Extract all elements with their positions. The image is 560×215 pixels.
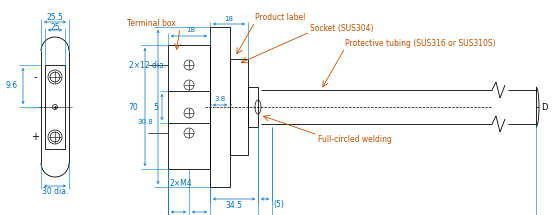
Text: 30.8: 30.8 [137, 119, 153, 125]
Text: 30 dia.: 30 dia. [42, 187, 68, 197]
Text: Protective tubing (SUS316 or SUS310S): Protective tubing (SUS316 or SUS310S) [345, 40, 496, 49]
Text: (5): (5) [273, 200, 284, 209]
Text: 2×M4: 2×M4 [170, 178, 193, 187]
Bar [210, 27, 230, 187]
Text: -: - [33, 72, 37, 82]
Text: 9.6: 9.6 [6, 81, 18, 91]
Text: 18: 18 [186, 27, 195, 33]
Text: 18: 18 [225, 16, 234, 22]
Text: 25: 25 [50, 23, 60, 32]
Text: 25.5: 25.5 [46, 14, 63, 23]
Text: Socket (SUS304): Socket (SUS304) [310, 23, 374, 32]
Text: 70: 70 [128, 103, 138, 112]
Text: Product label: Product label [255, 12, 305, 22]
Text: D: D [541, 103, 548, 112]
Text: 2×12 dia.: 2×12 dia. [129, 60, 166, 69]
Bar [168, 45, 210, 169]
Bar [45, 65, 65, 149]
Text: +: + [31, 132, 39, 142]
Bar [248, 87, 258, 127]
Text: Full-circled welding: Full-circled welding [318, 135, 392, 144]
Text: Terminal box: Terminal box [127, 20, 176, 29]
Text: 5: 5 [153, 103, 158, 112]
Text: 3.8: 3.8 [214, 96, 226, 102]
Bar [230, 59, 248, 155]
Text: 34.5: 34.5 [226, 201, 242, 210]
